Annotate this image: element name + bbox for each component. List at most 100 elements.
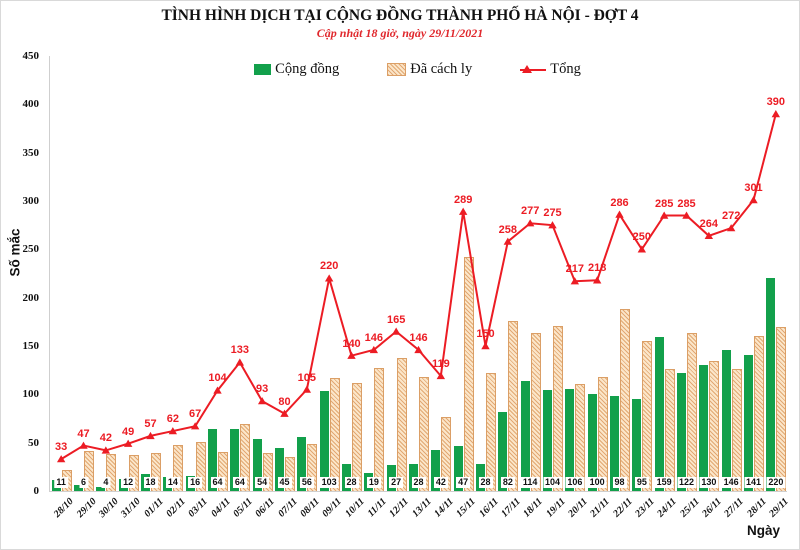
bar-value-label: 82 [500, 477, 515, 488]
bar-value-label: 56 [299, 477, 314, 488]
total-value-label: 275 [543, 207, 562, 220]
bar-da-cach-ly [329, 377, 340, 491]
line-marker-icon [704, 231, 714, 239]
line-marker-icon [101, 446, 111, 454]
bar-cong-dong [297, 436, 307, 491]
line-marker-icon [503, 237, 513, 245]
bar-da-cach-ly [307, 443, 318, 491]
total-line [56, 110, 781, 463]
total-value-label: 285 [677, 197, 696, 210]
bar-value-label: 122 [676, 477, 697, 488]
total-value-label: 165 [386, 313, 406, 326]
bar-da-cach-ly [84, 451, 94, 491]
bar-cong-dong [275, 447, 284, 491]
total-value-label: 93 [256, 383, 269, 396]
bar-cong-dong [699, 365, 709, 491]
bar-da-cach-ly [463, 257, 474, 491]
total-value-label: 286 [610, 196, 629, 209]
bar-da-cach-ly [173, 444, 184, 491]
bar-cong-dong [319, 391, 329, 491]
legend-label-tong: Tổng [550, 60, 581, 77]
bar-da-cach-ly [240, 424, 251, 491]
chart-title: TÌNH HÌNH DỊCH TẠI CỘNG ĐỒNG THÀNH PHỐ H… [161, 7, 639, 24]
bar-cong-dong [453, 445, 463, 491]
plot-area: 11 33 6 47 4 42 12 49 18 57 14 62 16 67 64 104 64 133 54 93… [49, 56, 787, 492]
bar-cong-dong [74, 485, 83, 491]
total-value-label: 272 [721, 210, 741, 223]
legend-item-tong: Tổng [520, 61, 581, 78]
total-value-label: 301 [744, 182, 763, 195]
total-value-label: 140 [342, 337, 361, 350]
total-value-label: 289 [453, 193, 473, 206]
y-tick-label: 250 [22, 243, 40, 256]
bar-value-label: 45 [277, 477, 292, 488]
bar-da-cach-ly [731, 369, 742, 491]
bar-value-label: 47 [456, 477, 471, 488]
bar-da-cach-ly [262, 453, 273, 491]
bar-cong-dong [498, 411, 508, 491]
bar-value-label: 28 [478, 477, 493, 488]
y-tick-label: 400 [22, 98, 40, 111]
line-marker-icon [548, 221, 557, 229]
total-value-label: 218 [587, 262, 607, 275]
bar-value-label: 64 [232, 477, 247, 488]
bar-value-label: 28 [344, 477, 359, 488]
line-marker-icon [369, 345, 379, 354]
bar-da-cach-ly [374, 368, 385, 491]
total-value-label: 49 [122, 425, 135, 438]
bar-value-label: 27 [389, 477, 404, 488]
bar-da-cach-ly [709, 361, 720, 491]
chart-subtitle: Cập nhật 18 giờ, ngày 29/11/2021 [316, 26, 484, 40]
green-bar-swatch-icon [254, 63, 272, 75]
line-marker-icon [280, 409, 289, 417]
bar-value-label: 28 [411, 477, 426, 488]
total-value-label: 80 [278, 395, 291, 408]
bar-value-label: 16 [188, 477, 203, 488]
bar-cong-dong [208, 429, 217, 491]
bar-da-cach-ly [687, 333, 697, 491]
line-marker-icon [682, 211, 691, 219]
line-marker-icon [123, 439, 133, 447]
line-marker-icon [302, 385, 312, 393]
bar-da-cach-ly [218, 452, 228, 491]
bar-cong-dong [252, 438, 262, 491]
hatched-bar-swatch-icon [387, 62, 407, 76]
line-marker-icon [458, 207, 468, 215]
bar-value-label: 106 [565, 477, 585, 488]
x-axis: 28/10 29/10 30/10 31/10 01/11 02/11 03/11 04/11… [49, 491, 791, 541]
total-value-label: 250 [632, 231, 652, 244]
bar-value-label: 95 [634, 477, 649, 488]
bar-value-label: 146 [721, 477, 741, 488]
line-marker-icon [213, 386, 222, 394]
line-marker-icon [615, 210, 624, 218]
bar-cong-dong [543, 390, 552, 491]
line-marker-icon [637, 245, 647, 253]
line-marker-icon [79, 441, 88, 449]
line-marker-icon [324, 274, 334, 282]
total-value-label: 264 [699, 217, 719, 230]
legend-item-cong-dong: Cộng đồng [254, 61, 339, 78]
bar-value-label: 11 [54, 477, 68, 488]
bar-cong-dong [520, 380, 530, 491]
line-marker-icon [168, 427, 178, 435]
bar-cong-dong [677, 373, 686, 491]
total-value-label: 277 [520, 205, 540, 218]
line-marker-icon [347, 351, 356, 359]
line-marker-icon [726, 224, 736, 232]
line-marker-icon [436, 371, 446, 380]
total-value-label: 57 [144, 417, 157, 430]
line-marker-icon [146, 431, 155, 440]
bar-value-label: 6 [78, 477, 89, 488]
total-value-label: 258 [498, 223, 518, 236]
y-axis: 450 400 350 300 250 200 150 100 50 0 [1, 50, 43, 497]
bar-da-cach-ly [642, 341, 653, 491]
total-value-label: 150 [476, 328, 495, 340]
total-value-label: 62 [166, 413, 179, 426]
bar-da-cach-ly [441, 416, 452, 491]
total-value-label: 146 [364, 331, 384, 344]
total-value-label: 105 [297, 371, 317, 384]
y-tick-label: 350 [22, 146, 40, 159]
bar-da-cach-ly [151, 453, 161, 491]
total-value-label: 47 [77, 427, 90, 440]
